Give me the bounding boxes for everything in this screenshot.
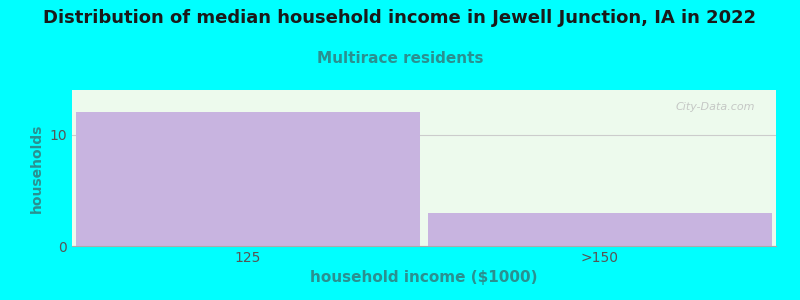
Text: Distribution of median household income in Jewell Junction, IA in 2022: Distribution of median household income … (43, 9, 757, 27)
Bar (75, 112, 421, 246)
Text: City-Data.com: City-Data.com (675, 103, 755, 112)
X-axis label: household income ($1000): household income ($1000) (310, 270, 538, 285)
Bar (427, 213, 773, 246)
Y-axis label: households: households (30, 123, 44, 213)
Text: Multirace residents: Multirace residents (317, 51, 483, 66)
